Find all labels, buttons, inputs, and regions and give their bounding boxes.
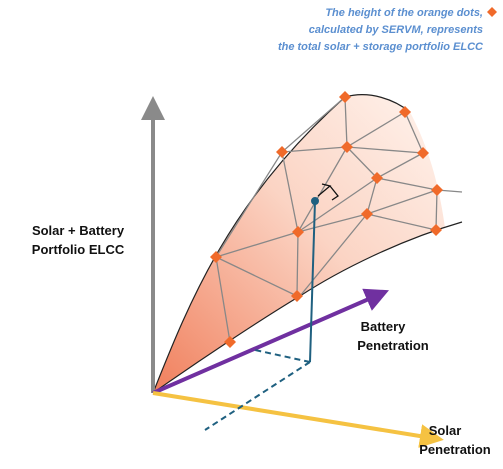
legend-diamond [487, 7, 497, 17]
axis-label: Battery [361, 319, 407, 334]
annotation-line: The height of the orange dots, [325, 7, 483, 19]
axis-label: Portfolio ELCC [32, 242, 125, 257]
annotation-line: the total solar + storage portfolio ELCC [278, 41, 484, 53]
projection [204, 183, 339, 431]
surface [152, 94, 463, 394]
axis-label: Penetration [357, 338, 429, 353]
annotation-line: calculated by SERVM, represents [309, 24, 483, 36]
axes [141, 96, 444, 448]
dots [210, 91, 443, 348]
axis-label: Solar [429, 423, 462, 438]
axis-label: Solar + Battery [32, 223, 125, 238]
axis-label: Penetration [419, 442, 491, 457]
